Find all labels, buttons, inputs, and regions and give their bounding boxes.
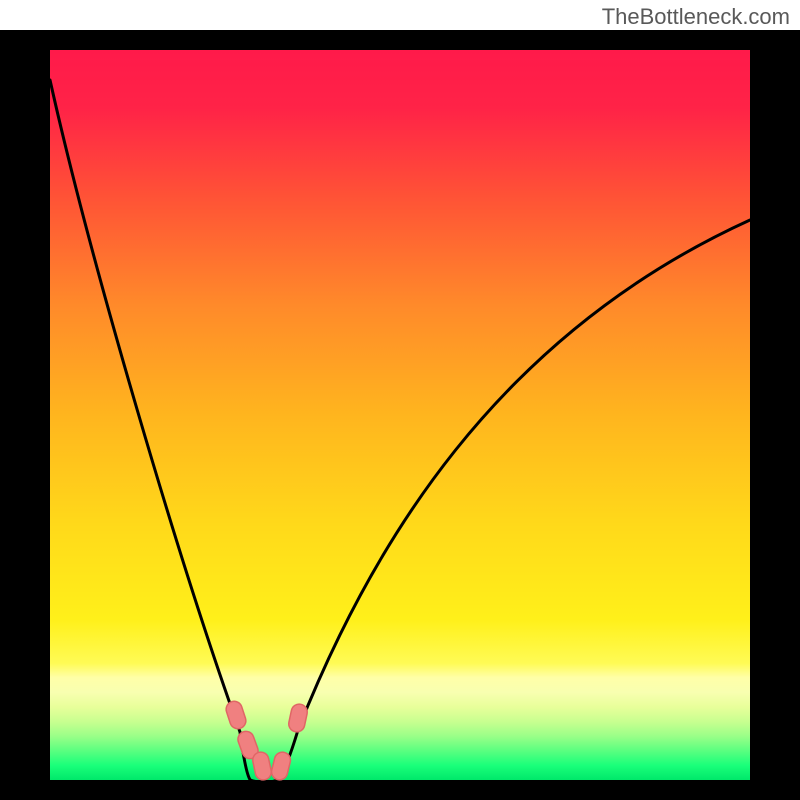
watermark-text: TheBottleneck.com: [602, 4, 790, 30]
plot-area: [50, 50, 750, 780]
chart-container: TheBottleneck.com: [0, 0, 800, 800]
bottleneck-curve-chart: [0, 0, 800, 800]
